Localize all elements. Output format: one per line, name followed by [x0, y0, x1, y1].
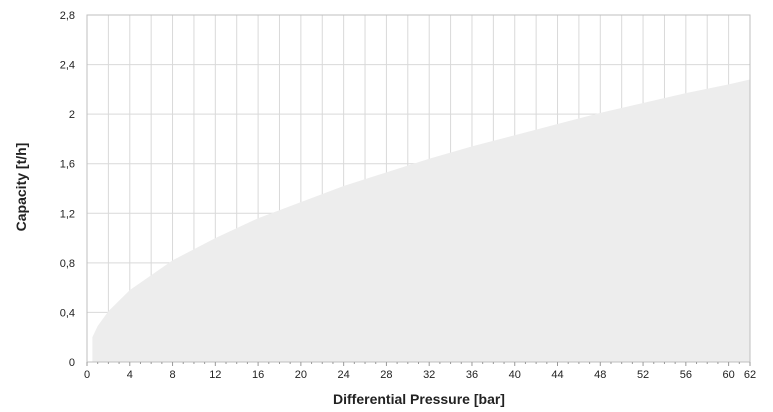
x-tick-label: 40: [509, 369, 521, 381]
x-axis-title: Differential Pressure [bar]: [333, 391, 505, 407]
x-tick-label: 52: [637, 369, 649, 381]
y-tick-label: 0,4: [60, 307, 75, 319]
x-tick-label: 4: [127, 369, 133, 381]
x-tick-label: 24: [338, 369, 350, 381]
x-tick-label: 8: [169, 369, 175, 381]
y-tick-label: 0: [69, 357, 75, 369]
y-tick-label: 0,8: [60, 258, 75, 270]
x-axis: 0 4 8 12 16 20 24 28 32 36 40 44 48 52 56 60 62: [84, 362, 756, 381]
capacity-area: [92, 79, 750, 362]
y-axis-title: Capacity [t/h]: [13, 143, 29, 232]
x-tick-label: 62: [744, 369, 756, 381]
x-tick-label: 28: [380, 369, 392, 381]
x-tick-label: 12: [209, 369, 221, 381]
y-tick-label: 2,4: [60, 60, 75, 72]
x-tick-label: 44: [551, 369, 563, 381]
x-tick-label: 16: [252, 369, 264, 381]
y-tick-label: 1,6: [60, 159, 75, 171]
x-tick-label: 48: [594, 369, 606, 381]
area-layer: [92, 79, 750, 362]
x-tick-label: 0: [84, 369, 90, 381]
y-tick-label: 2: [69, 109, 75, 121]
x-tick-label: 36: [466, 369, 478, 381]
x-tick-label: 60: [722, 369, 734, 381]
x-tick-label: 20: [295, 369, 307, 381]
y-tick-label: 1,2: [60, 208, 75, 220]
x-tick-label: 32: [423, 369, 435, 381]
x-tick-label: 56: [680, 369, 692, 381]
y-tick-label: 2,8: [60, 10, 75, 22]
y-axis: 0 0,4 0,8 1,2 1,6 2 2,4 2,8: [60, 10, 75, 369]
